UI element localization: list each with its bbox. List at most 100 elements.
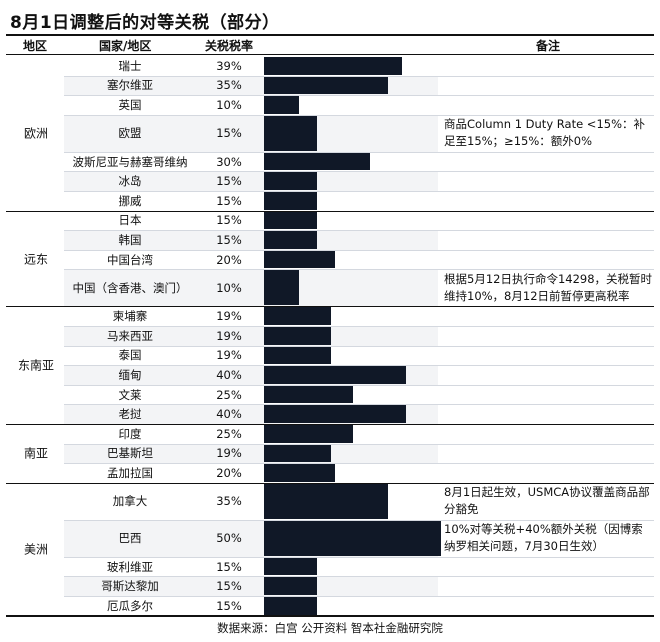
rate-label: 15% bbox=[216, 233, 242, 247]
row-divider bbox=[64, 75, 654, 77]
tariff-bar bbox=[264, 192, 318, 210]
row-divider bbox=[64, 404, 654, 406]
tariff-bar bbox=[264, 425, 353, 443]
country-label: 哥斯达黎加 bbox=[101, 579, 159, 594]
rate-label: 19% bbox=[216, 348, 242, 363]
bottom-rule bbox=[6, 615, 654, 617]
row-divider bbox=[64, 249, 654, 251]
tariff-bar bbox=[264, 366, 406, 384]
row-divider bbox=[64, 443, 654, 445]
rate-label: 20% bbox=[216, 466, 242, 480]
row-shading bbox=[64, 576, 438, 596]
row-divider bbox=[64, 326, 654, 327]
header-country: 国家/地区 bbox=[99, 39, 152, 53]
rate-label: 19% bbox=[216, 328, 242, 343]
rate-label: 15% bbox=[216, 213, 242, 228]
rate-label: 15% bbox=[216, 598, 242, 613]
row-divider bbox=[64, 345, 654, 347]
tariff-bar bbox=[264, 464, 335, 482]
row-shading bbox=[64, 443, 438, 464]
row-divider bbox=[64, 171, 654, 173]
country-label: 英国 bbox=[118, 98, 142, 112]
tariff-bar bbox=[264, 520, 441, 556]
rate-label: 40% bbox=[216, 368, 242, 382]
country-label: 柬埔寨 bbox=[112, 309, 148, 324]
rate-label: 15% bbox=[216, 559, 242, 574]
tariff-bar bbox=[264, 172, 318, 190]
country-label: 文莱 bbox=[118, 387, 142, 402]
tariff-bar bbox=[264, 231, 318, 249]
tariff-bar bbox=[264, 577, 318, 595]
country-label: 波斯尼亚与赫塞哥维纳 bbox=[72, 154, 188, 169]
tariff-bar bbox=[264, 405, 406, 423]
region-divider bbox=[6, 306, 654, 308]
rate-label: 35% bbox=[216, 78, 242, 93]
rate-label: 15% bbox=[216, 126, 242, 141]
rate-label: 19% bbox=[216, 309, 242, 324]
row-divider bbox=[64, 384, 654, 386]
tariff-bar bbox=[264, 327, 332, 345]
country-label: 加拿大 bbox=[112, 494, 148, 509]
row-divider bbox=[64, 556, 654, 558]
tariff-bar bbox=[264, 250, 335, 269]
rate-label: 50% bbox=[216, 531, 242, 546]
country-label: 印度 bbox=[118, 426, 142, 441]
remark-text: 10%对等关税+40%额外关税（因博索纳罗相关问题，7月30日生效） bbox=[444, 522, 643, 554]
country-label: 玻利维亚 bbox=[107, 559, 153, 574]
remark-text: 商品Column 1 Duty Rate <15%：补足至15%；≥15%：额外… bbox=[444, 117, 646, 149]
country-label: 马来西亚 bbox=[107, 328, 153, 343]
row-divider bbox=[64, 519, 654, 521]
country-label: 中国（含香港、澳门） bbox=[72, 280, 188, 295]
region-divider bbox=[6, 424, 654, 425]
rate-label: 25% bbox=[216, 426, 242, 441]
region-label: 南亚 bbox=[23, 446, 49, 461]
row-divider bbox=[64, 151, 654, 153]
row-divider bbox=[64, 114, 654, 116]
country-label: 泰国 bbox=[118, 348, 142, 363]
header-rule bbox=[6, 54, 654, 55]
country-label: 瑞士 bbox=[118, 58, 142, 73]
remark-text: 8月1日起生效，USMCA协议覆盖商品部分豁免 bbox=[444, 485, 650, 517]
tariff-bar bbox=[264, 96, 300, 114]
country-label: 塞尔维亚 bbox=[107, 78, 153, 93]
region-label: 美洲 bbox=[23, 542, 49, 557]
rate-label: 25% bbox=[216, 387, 242, 402]
region-label: 东南亚 bbox=[17, 358, 55, 373]
row-divider bbox=[64, 463, 654, 465]
rate-label: 39% bbox=[216, 58, 242, 73]
tariff-bar bbox=[264, 597, 318, 615]
rate-label: 15% bbox=[216, 193, 242, 208]
remark-text: 根据5月12日执行命令14298，关税暂时维持10%，8月12日前暂停更高税率 bbox=[444, 271, 653, 303]
country-label: 孟加拉国 bbox=[107, 466, 153, 480]
row-shading bbox=[64, 326, 438, 346]
rate-label: 10% bbox=[216, 280, 242, 295]
country-label: 欧盟 bbox=[118, 126, 142, 141]
row-divider bbox=[64, 576, 654, 578]
country-label: 日本 bbox=[118, 213, 142, 228]
rate-label: 30% bbox=[216, 154, 242, 169]
header-rate: 关税税率 bbox=[205, 39, 254, 53]
tariff-bar bbox=[264, 385, 353, 404]
tariff-bar bbox=[264, 483, 388, 519]
rate-label: 15% bbox=[216, 174, 242, 189]
rate-label: 35% bbox=[216, 494, 242, 509]
row-divider bbox=[64, 191, 654, 192]
tariff-bar bbox=[264, 115, 318, 151]
tariff-bar bbox=[264, 211, 318, 230]
tariff-bar bbox=[264, 307, 332, 325]
tariff-bar bbox=[264, 152, 371, 171]
row-shading bbox=[64, 171, 438, 191]
header-region: 地区 bbox=[23, 39, 48, 53]
region-label: 欧洲 bbox=[23, 126, 49, 141]
row-divider bbox=[64, 230, 654, 232]
tariff-bar bbox=[264, 346, 332, 365]
country-label: 缅甸 bbox=[118, 368, 142, 382]
region-label: 远东 bbox=[23, 252, 49, 266]
tariff-bar bbox=[264, 444, 332, 463]
rate-label: 10% bbox=[216, 98, 242, 112]
country-label: 老挝 bbox=[118, 407, 142, 422]
rate-label: 15% bbox=[216, 579, 242, 594]
tariff-bar bbox=[264, 557, 318, 576]
country-label: 厄瓜多尔 bbox=[107, 598, 153, 613]
